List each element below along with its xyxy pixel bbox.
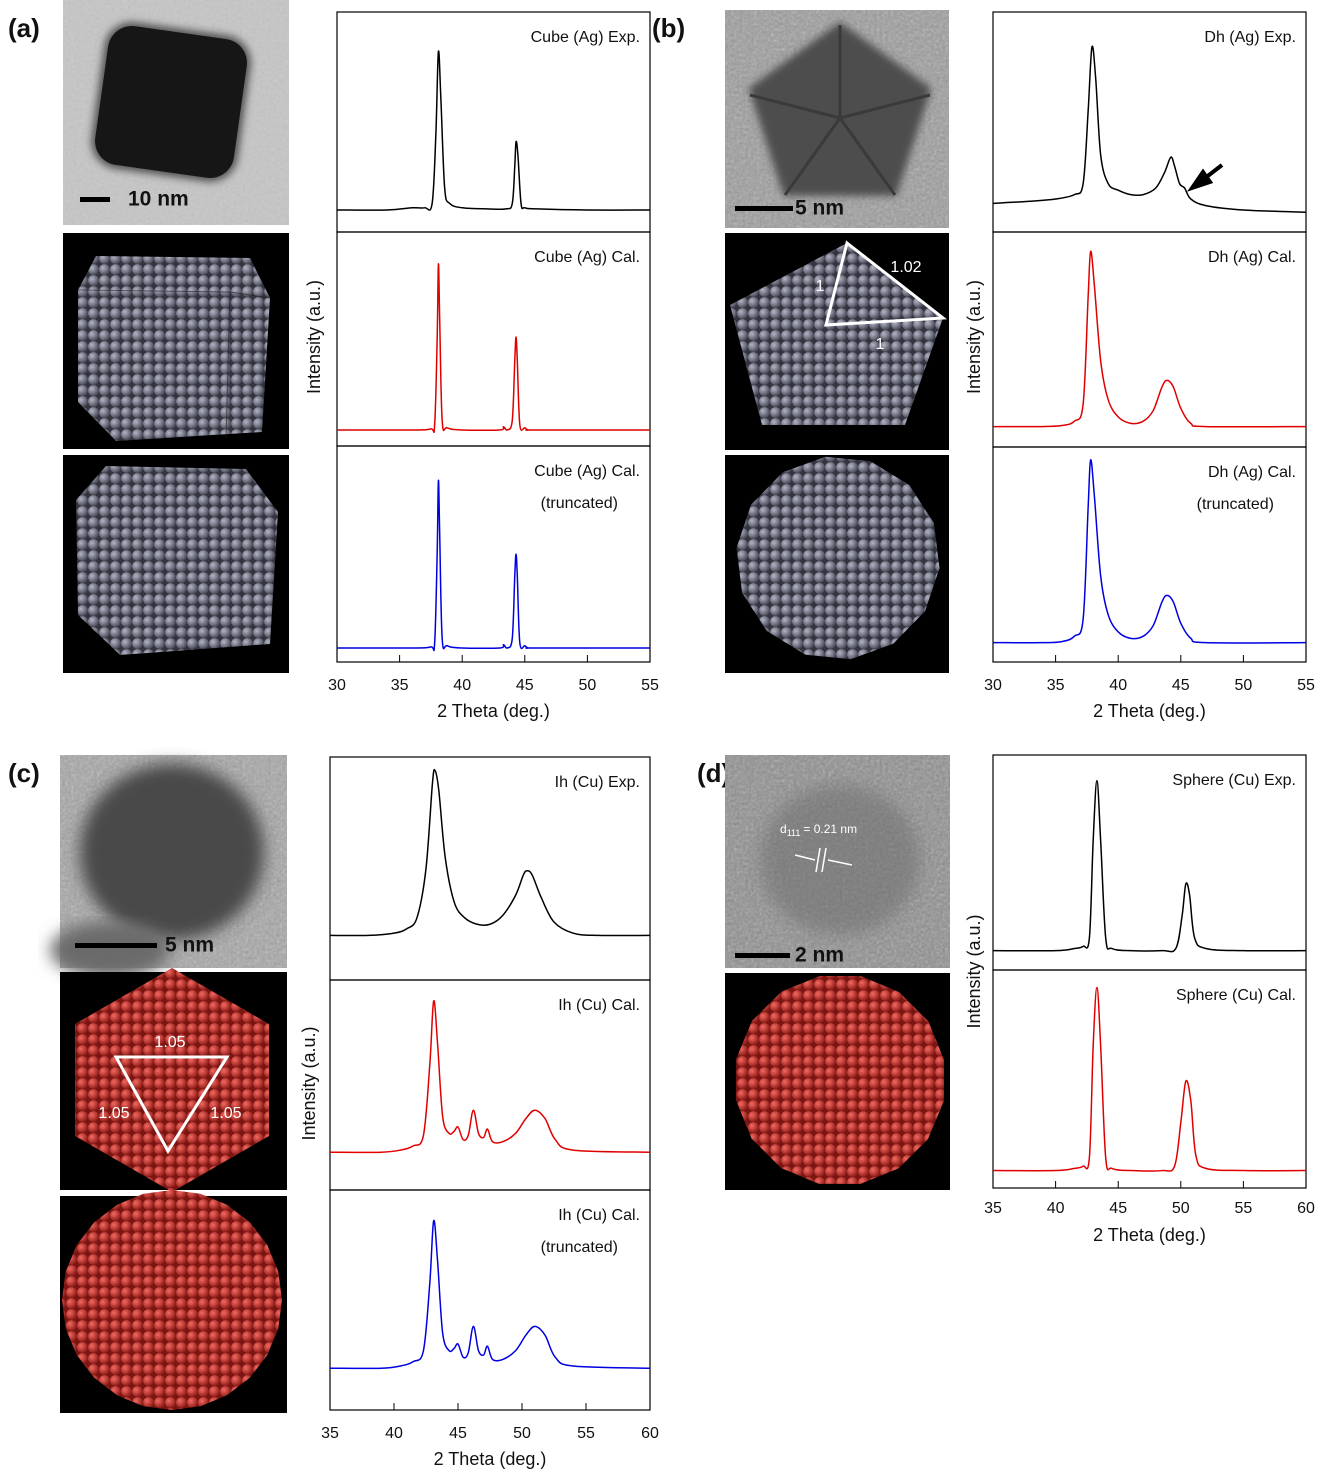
truncated-icosahedron-model (62, 1190, 282, 1410)
x-tick-label: 30 (328, 677, 346, 694)
x-tick-label: 50 (579, 677, 597, 694)
xrd-curve (337, 264, 650, 433)
image-annotation: 1.05 (98, 1105, 129, 1122)
lattice-subscript: 111 (787, 828, 801, 838)
image-annotation: 1 (816, 278, 825, 295)
x-tick-label: 50 (513, 1425, 531, 1442)
x-tick-label: 45 (516, 677, 534, 694)
support (50, 922, 170, 978)
subplot-subtitle: (truncated) (541, 495, 618, 512)
image-annotation: 1 (876, 336, 885, 353)
panel-label: (a) (8, 13, 40, 43)
scale-bar (80, 197, 110, 202)
x-tick-label: 55 (1235, 1200, 1253, 1217)
x-tick-label: 45 (1172, 677, 1190, 694)
lattice-text: = 0.21 nm (803, 822, 857, 836)
x-axis-label: 2 Theta (deg.) (1093, 1225, 1206, 1245)
image-annotation: 1.05 (154, 1034, 185, 1051)
subplot-title: Ih (Cu) Exp. (555, 774, 640, 791)
scale-bar (735, 953, 790, 958)
subplot-title: Ih (Cu) Cal. (558, 997, 640, 1014)
subplot-title: Sphere (Cu) Exp. (1172, 772, 1296, 789)
subplot-title: Sphere (Cu) Cal. (1176, 987, 1296, 1004)
image-annotation: 1.02 (890, 259, 921, 276)
subplot-title: Dh (Ag) Cal. (1208, 464, 1296, 481)
truncated-cube-model (76, 466, 278, 655)
xrd-curve (993, 251, 1306, 427)
x-tick-label: 40 (385, 1425, 403, 1442)
x-tick-label: 35 (984, 1200, 1002, 1217)
particle (80, 764, 264, 940)
x-tick-label: 40 (1047, 1200, 1065, 1217)
y-axis-label: Intensity (a.u.) (964, 280, 984, 394)
xrd-curve (993, 460, 1306, 643)
subplot-title: Cube (Ag) Cal. (534, 463, 640, 480)
y-axis-label: Intensity (a.u.) (304, 280, 324, 394)
subplot-title: Dh (Ag) Cal. (1208, 249, 1296, 266)
x-tick-label: 55 (1297, 677, 1315, 694)
x-tick-label: 50 (1235, 677, 1253, 694)
scale-bar-label: 2 nm (795, 944, 844, 967)
x-axis-label: 2 Theta (deg.) (437, 701, 550, 721)
figure: (a) Cube (Ag) Exp. Cube (Ag) Cal. Cube (Ag)… (0, 0, 1320, 1469)
x-tick-label: 35 (1047, 677, 1065, 694)
particle (760, 785, 920, 935)
panel-label: (c) (8, 758, 40, 788)
lattice-symbol: d (780, 822, 787, 836)
xrd-curve (993, 987, 1306, 1171)
subplot-title: Cube (Ag) Cal. (534, 249, 640, 266)
subplot-subtitle: (truncated) (541, 1239, 618, 1256)
scale-bar-label: 5 nm (795, 197, 844, 220)
x-axis-label: 2 Theta (deg.) (434, 1449, 547, 1469)
x-tick-label: 45 (1109, 1200, 1127, 1217)
xrd-curve (993, 781, 1306, 952)
x-axis-label: 2 Theta (deg.) (1093, 701, 1206, 721)
xrd-curve (993, 46, 1306, 212)
image-annotation: 1.05 (210, 1105, 241, 1122)
panel-label: (b) (652, 13, 685, 43)
x-tick-label: 45 (449, 1425, 467, 1442)
x-tick-label: 55 (577, 1425, 595, 1442)
xrd-curve (337, 51, 650, 210)
y-axis-label: Intensity (a.u.) (299, 1026, 319, 1140)
x-tick-label: 35 (321, 1425, 339, 1442)
subplot-title: Cube (Ag) Exp. (531, 29, 640, 46)
subplot-title: Ih (Cu) Cal. (558, 1207, 640, 1224)
x-tick-label: 60 (1297, 1200, 1315, 1217)
cube-model (78, 256, 270, 441)
subplot-title: Dh (Ag) Exp. (1204, 29, 1296, 46)
x-tick-label: 50 (1172, 1200, 1190, 1217)
xrd-curve (330, 770, 650, 936)
x-tick-label: 55 (641, 677, 659, 694)
particle (92, 23, 250, 181)
arrow (1192, 165, 1222, 188)
y-axis-label: Intensity (a.u.) (964, 914, 984, 1028)
page: {"chart_data": [ {"type": "line", "label… (0, 0, 1320, 1469)
sphere-model (736, 976, 944, 1184)
subplot-subtitle: (truncated) (1197, 496, 1274, 513)
scale-bar (75, 943, 157, 948)
xrd-curve (330, 1001, 650, 1153)
x-tick-label: 60 (641, 1425, 659, 1442)
scale-bar-label: 5 nm (165, 934, 214, 957)
x-tick-label: 30 (984, 677, 1002, 694)
scale-bar (735, 206, 793, 211)
x-tick-label: 35 (391, 677, 409, 694)
x-tick-label: 40 (1109, 677, 1127, 694)
x-tick-label: 40 (453, 677, 471, 694)
scale-bar-label: 10 nm (128, 188, 189, 211)
